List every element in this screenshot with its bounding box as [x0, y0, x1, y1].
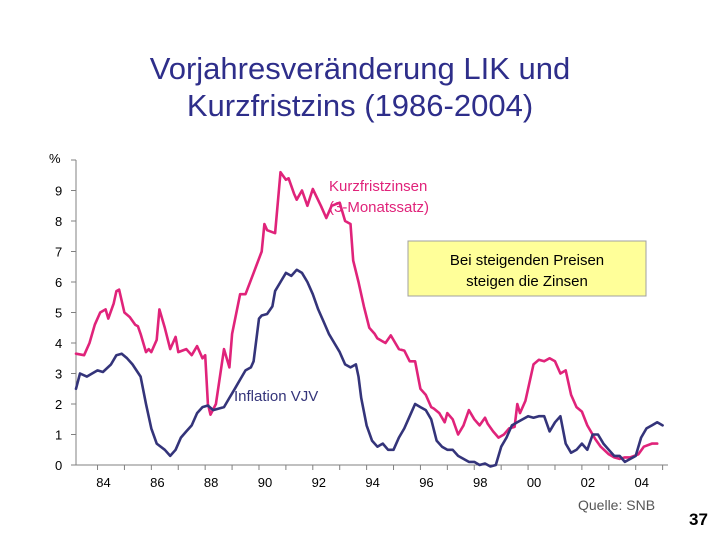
- source-note: Quelle: SNB: [578, 497, 656, 513]
- x-tick-label: 00: [527, 475, 541, 490]
- x-tick-label: 92: [312, 475, 326, 490]
- y-tick-label: 6: [55, 275, 62, 290]
- x-tick-label: 88: [204, 475, 218, 490]
- y-tick-label: 3: [55, 367, 62, 382]
- callout-text: Bei steigenden Preisen: [450, 252, 604, 269]
- series-line-kurzfristzinsen: [74, 170, 659, 461]
- y-tick-label: 9: [55, 184, 62, 199]
- chart-title: Vorjahresveränderung LIK und Kurzfristzi…: [100, 50, 620, 124]
- series-label-kurzfristzinsen: Kurzfristzinsen: [329, 178, 427, 195]
- chart-title-line-1: Vorjahresveränderung LIK und: [149, 51, 571, 86]
- y-tick-label: 0: [55, 458, 62, 473]
- y-tick-label: 8: [55, 214, 62, 229]
- series-line-inflation: [74, 268, 664, 468]
- page-number: 37: [689, 510, 708, 529]
- y-tick-label: 5: [55, 306, 62, 321]
- series-layer: [74, 170, 664, 468]
- x-tick-label: 98: [473, 475, 487, 490]
- y-tick-label: 7: [55, 245, 62, 260]
- y-tick-label: 2: [55, 397, 62, 412]
- x-tick-label: 90: [258, 475, 272, 490]
- y-tick-label: 1: [55, 428, 62, 443]
- series-label-inflation: Inflation VJV: [234, 388, 318, 405]
- x-tick-label: 94: [365, 475, 379, 490]
- x-tick-label: 04: [634, 475, 648, 490]
- callout-text: steigen die Zinsen: [466, 273, 588, 290]
- callout-box: [407, 240, 647, 297]
- chart-labels: Kurzfristzinsen (3-Monatssatz) Inflation V…: [234, 178, 604, 405]
- y-tick-label: 4: [55, 336, 62, 351]
- y-axis-label: %: [49, 151, 61, 166]
- series-label-kurzfristzinsen: (3-Monatssatz): [329, 199, 429, 216]
- chart-axes: 0 1 2 3 4 5 6 7 8 9% 84 86 88 90 92 94 96 98 00 02 04: [49, 151, 668, 490]
- chart-title-line-2: Kurzfristzins (1986-2004): [186, 88, 534, 123]
- x-tick-label: 02: [581, 475, 595, 490]
- x-tick-label: 84: [96, 475, 110, 490]
- x-tick-label: 96: [419, 475, 433, 490]
- x-tick-label: 86: [150, 475, 164, 490]
